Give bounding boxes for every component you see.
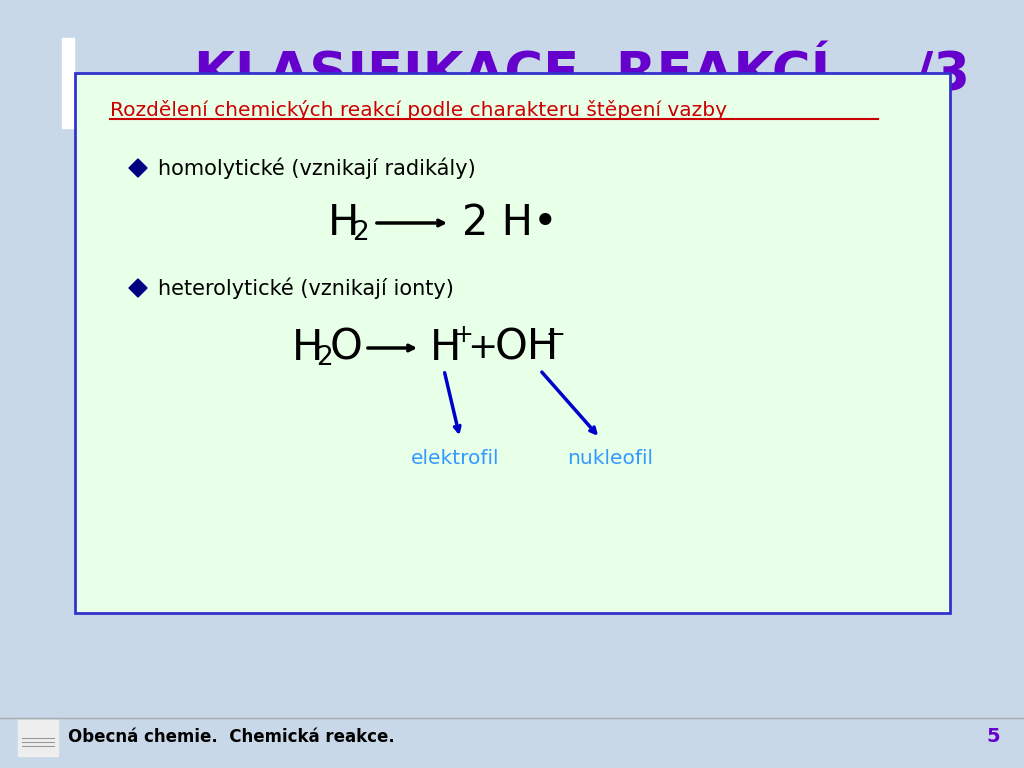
FancyBboxPatch shape bbox=[75, 73, 950, 613]
Text: Rozdělení chemických reakcí podle charakteru štěpení vazby: Rozdělení chemických reakcí podle charak… bbox=[110, 100, 727, 120]
Text: heterolytické (vznikají ionty): heterolytické (vznikají ionty) bbox=[158, 277, 454, 299]
Text: nukleofil: nukleofil bbox=[567, 449, 653, 468]
Polygon shape bbox=[129, 159, 147, 177]
Text: H: H bbox=[292, 327, 324, 369]
Text: 2: 2 bbox=[316, 345, 333, 371]
Text: /3: /3 bbox=[914, 49, 970, 101]
Text: H: H bbox=[430, 327, 462, 369]
Text: O: O bbox=[330, 327, 362, 369]
Text: KLASIFIKACE  REAKCÍ: KLASIFIKACE REAKCÍ bbox=[194, 49, 830, 101]
Text: +: + bbox=[467, 331, 498, 365]
Text: +: + bbox=[454, 323, 474, 347]
Bar bbox=[18, 720, 58, 756]
Bar bbox=[62, 38, 74, 128]
Text: elektrofil: elektrofil bbox=[411, 449, 500, 468]
Text: H: H bbox=[328, 202, 359, 244]
Text: 5: 5 bbox=[986, 727, 1000, 746]
Text: OH: OH bbox=[495, 327, 559, 369]
Text: Obecná chemie.  Chemická reakce.: Obecná chemie. Chemická reakce. bbox=[68, 728, 394, 746]
Text: 2: 2 bbox=[352, 220, 369, 246]
Text: homolytické (vznikají radikály): homolytické (vznikají radikály) bbox=[158, 157, 476, 179]
Text: −: − bbox=[546, 323, 565, 347]
Text: 2 H•: 2 H• bbox=[462, 202, 558, 244]
Polygon shape bbox=[129, 279, 147, 297]
